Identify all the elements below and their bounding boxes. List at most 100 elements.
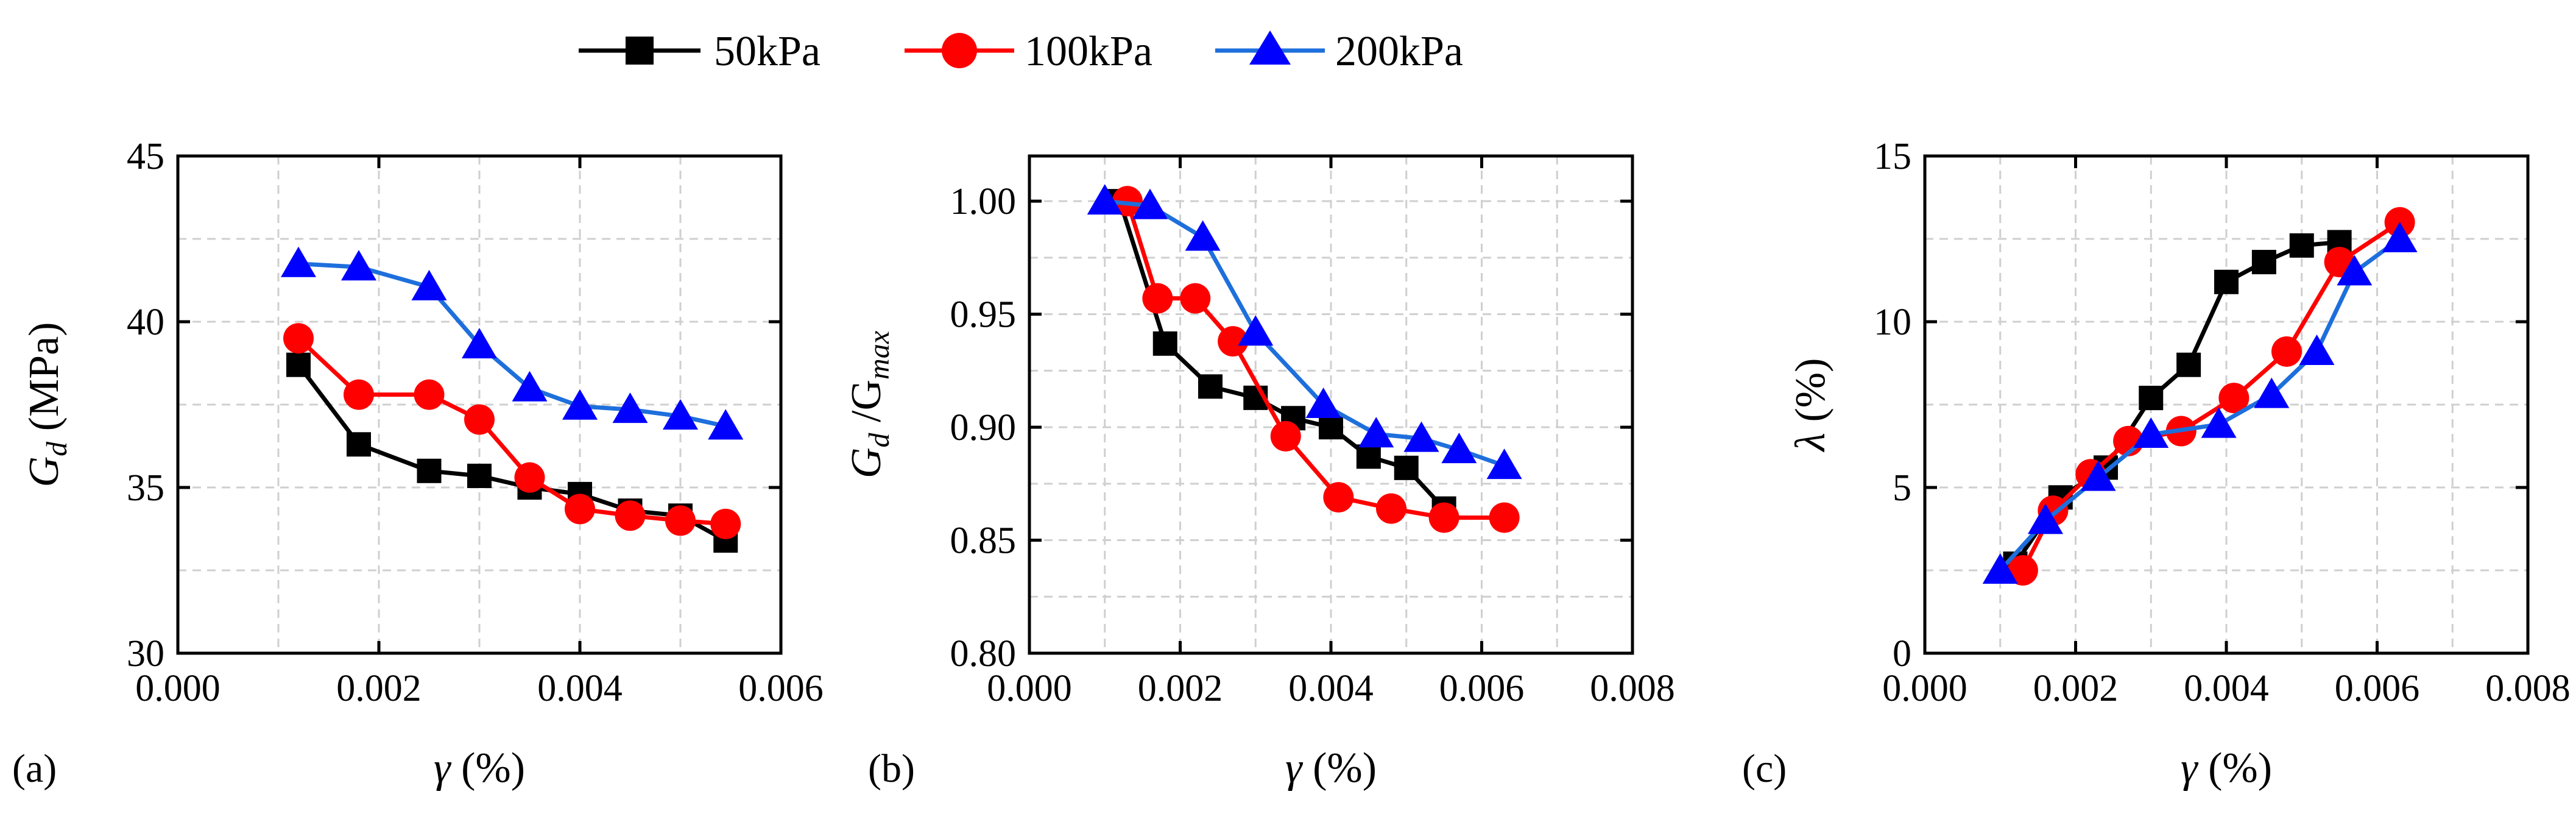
x-tick-label: 0.006 — [1439, 668, 1525, 709]
y-tick-label: 0.85 — [950, 520, 1017, 562]
data-point-200kpa — [1087, 184, 1123, 215]
legend: 50kPa 100kPa 200kPa — [579, 28, 1463, 75]
data-point-100kpa — [1489, 502, 1520, 533]
data-point-200kpa — [612, 392, 648, 423]
data-point-50kpa — [1198, 374, 1223, 399]
y-tick-label: 1.00 — [950, 181, 1017, 222]
data-point-200kpa — [1358, 417, 1394, 448]
data-point-100kpa — [283, 323, 314, 354]
data-point-100kpa — [1270, 420, 1301, 452]
data-point-100kpa — [615, 500, 646, 531]
x-tick-label: 0.004 — [537, 668, 623, 709]
y-tick-label: 40 — [127, 302, 164, 343]
data-point-100kpa — [710, 508, 741, 539]
data-point-200kpa — [2080, 460, 2116, 491]
data-point-200kpa — [708, 409, 744, 440]
chart-panel-b: 0.000 0.002 0.004 0.006 0.008 0.80 0.85 0.90 0.9… — [843, 154, 1675, 792]
ticks-b: 0.000 0.002 0.004 0.006 0.008 0.80 0.85 0.90 0.9… — [950, 156, 1675, 709]
data-point-200kpa — [2133, 417, 2169, 448]
series-100kpa-a — [283, 323, 741, 539]
data-point-100kpa — [344, 379, 374, 410]
data-point-50kpa — [2289, 233, 2314, 258]
x-tick-label: 0.002 — [1138, 668, 1223, 709]
data-point-200kpa — [1982, 553, 2018, 584]
data-point-50kpa — [1152, 331, 1177, 356]
y-tick-label: 10 — [1874, 302, 1911, 343]
data-point-100kpa — [565, 494, 595, 525]
series-line-100kpa — [297, 336, 726, 526]
data-point-200kpa — [1441, 433, 1477, 464]
y-axis-title-c: λ (%) — [1787, 358, 1834, 453]
legend-label-200kpa: 200kPa — [1335, 28, 1463, 75]
data-point-200kpa — [462, 328, 497, 359]
y-axis-title-a: Gd (MPa) — [21, 322, 73, 487]
panel-label-b: (b) — [868, 746, 915, 791]
data-point-200kpa — [341, 250, 376, 281]
data-point-200kpa — [281, 246, 316, 277]
x-tick-label: 0.002 — [336, 668, 422, 709]
data-point-200kpa — [2028, 503, 2063, 534]
ticks-a: 0.000 0.002 0.004 0.006 30 35 40 45 — [127, 136, 824, 709]
data-point-100kpa — [2218, 383, 2250, 414]
data-point-50kpa — [417, 458, 442, 483]
x-tick-label: 0.004 — [1288, 668, 1374, 709]
series-b — [1087, 184, 1522, 533]
y-tick-label: 30 — [127, 633, 164, 675]
chart-panel-a: 0.000 0.002 0.004 0.006 30 35 40 45 Gd (MPa) γ … — [12, 136, 824, 792]
data-point-100kpa — [665, 505, 696, 536]
legend-label-100kpa: 100kPa — [1025, 28, 1152, 75]
legend-marker-100kpa — [942, 33, 977, 68]
y-tick-label: 45 — [127, 136, 164, 177]
data-point-100kpa — [1428, 502, 1459, 533]
data-point-50kpa — [2214, 269, 2239, 294]
data-point-50kpa — [2251, 250, 2276, 275]
legend-marker-200kpa — [1249, 30, 1291, 65]
data-point-200kpa — [1238, 315, 1274, 346]
y-tick-label: 0.80 — [950, 633, 1017, 675]
x-axis-title-c: γ (%) — [2181, 745, 2272, 792]
panel-label-c: (c) — [1742, 746, 1787, 791]
data-point-50kpa — [2139, 386, 2164, 411]
series-50kpa-b — [1107, 189, 1456, 521]
data-point-50kpa — [347, 432, 371, 457]
series-100kpa-c — [2007, 207, 2415, 586]
x-tick-label: 0.004 — [2184, 668, 2269, 709]
data-point-200kpa — [2337, 255, 2373, 286]
data-point-100kpa — [1323, 482, 1354, 513]
plot-frame-a — [176, 154, 783, 655]
legend-label-50kpa: 50kPa — [714, 28, 820, 75]
x-tick-label: 0.000 — [987, 668, 1072, 709]
data-point-200kpa — [2201, 407, 2237, 438]
x-tick-label: 0.008 — [1590, 668, 1675, 709]
data-point-200kpa — [1486, 448, 1522, 480]
y-tick-label: 15 — [1874, 136, 1911, 177]
y-tick-label: 35 — [127, 467, 164, 509]
series-100kpa-b — [1112, 186, 1520, 533]
y-tick-label: 0 — [1893, 633, 1911, 675]
data-point-200kpa — [411, 269, 447, 300]
data-point-100kpa — [514, 462, 545, 493]
data-point-200kpa — [1132, 188, 1168, 219]
data-point-200kpa — [2382, 222, 2418, 252]
data-point-200kpa — [663, 399, 698, 430]
y-tick-label: 0.90 — [950, 407, 1017, 448]
legend-item-50kpa[interactable]: 50kPa — [579, 28, 820, 75]
x-tick-label: 0.006 — [2335, 668, 2420, 709]
data-point-50kpa — [2176, 352, 2201, 377]
data-point-100kpa — [414, 379, 445, 410]
x-tick-label: 0.002 — [2033, 668, 2119, 709]
series-c — [1982, 207, 2418, 586]
data-point-100kpa — [1218, 326, 1249, 357]
y-axis-title-b: Gd /Gmax — [843, 331, 895, 478]
panel-label-a: (a) — [12, 746, 57, 791]
x-axis-title-a: γ (%) — [434, 745, 525, 792]
data-point-200kpa — [562, 389, 598, 420]
x-tick-label: 0.006 — [738, 668, 824, 709]
data-point-100kpa — [1376, 493, 1406, 524]
data-point-200kpa — [1305, 388, 1341, 418]
legend-item-100kpa[interactable]: 100kPa — [905, 28, 1152, 75]
legend-item-200kpa[interactable]: 200kPa — [1215, 28, 1463, 75]
data-point-200kpa — [2254, 377, 2290, 408]
data-point-100kpa — [1112, 186, 1143, 217]
